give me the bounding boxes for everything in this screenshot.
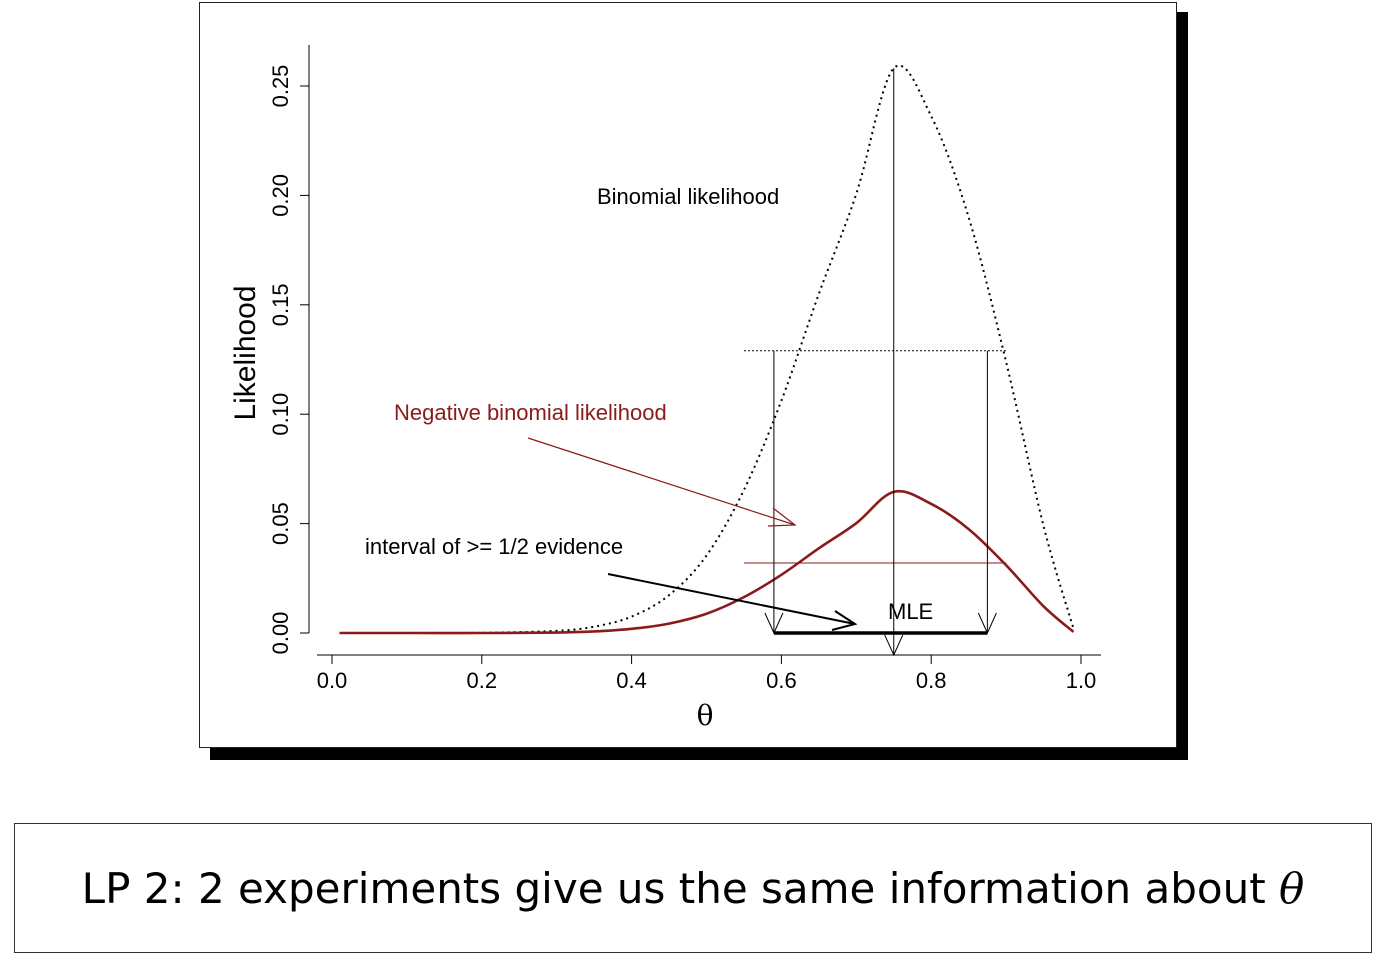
- x-tick-label: 1.0: [1066, 668, 1097, 693]
- caption-box: LP 2: 2 experiments give us the same inf…: [14, 823, 1372, 953]
- caption-text: LP 2: 2 experiments give us the same inf…: [82, 864, 1305, 913]
- y-tick-label: 0.10: [268, 393, 293, 436]
- y-axis-label: Likelihood: [229, 285, 262, 420]
- y-tick-label: 0.25: [268, 65, 293, 108]
- likelihood-chart: 0.0 0.2 0.4 0.6 0.8 1.0 0.00 0.05 0.10 0.15 0.20 0.…: [229, 45, 1101, 732]
- mle-label: MLE: [888, 599, 933, 624]
- x-tick-label: 0.2: [467, 668, 498, 693]
- y-tick-label: 0.20: [268, 174, 293, 217]
- binomial-label: Binomial likelihood: [597, 184, 779, 209]
- interval-pointer-arrow: [607, 573, 856, 625]
- caption-theta-symbol: θ: [1279, 863, 1305, 913]
- chart-panel: 0.0 0.2 0.4 0.6 0.8 1.0 0.00 0.05 0.10 0.15 0.20 0.…: [199, 2, 1177, 748]
- x-tick-label: 0.4: [616, 668, 647, 693]
- negative-binomial-likelihood-curve: [339, 489, 1075, 635]
- binomial-likelihood-curve: [339, 64, 1075, 635]
- x-tick-label: 0.6: [766, 668, 797, 693]
- x-axis-label: θ: [697, 699, 714, 732]
- negbin-pointer-arrow: [527, 437, 796, 526]
- x-tick-label: 0.8: [916, 668, 947, 693]
- caption-main-text: LP 2: 2 experiments give us the same inf…: [81, 863, 1280, 913]
- mle-arrow-head: [884, 634, 904, 657]
- negbin-pointer-arrow-head: [767, 507, 797, 527]
- y-tick-label: 0.00: [268, 612, 293, 655]
- y-tick-label: 0.15: [268, 283, 293, 326]
- y-tick-label: 0.05: [268, 502, 293, 545]
- interval-label: interval of >= 1/2 evidence: [365, 534, 623, 559]
- x-tick-label: 0.0: [317, 668, 348, 693]
- interval-pointer-arrow-head: [831, 610, 858, 631]
- negbin-label: Negative binomial likelihood: [394, 400, 667, 425]
